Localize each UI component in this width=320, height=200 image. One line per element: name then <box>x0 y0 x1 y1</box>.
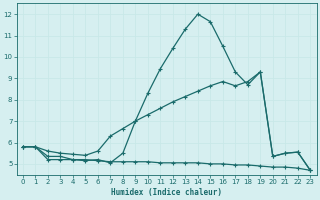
X-axis label: Humidex (Indice chaleur): Humidex (Indice chaleur) <box>111 188 222 197</box>
